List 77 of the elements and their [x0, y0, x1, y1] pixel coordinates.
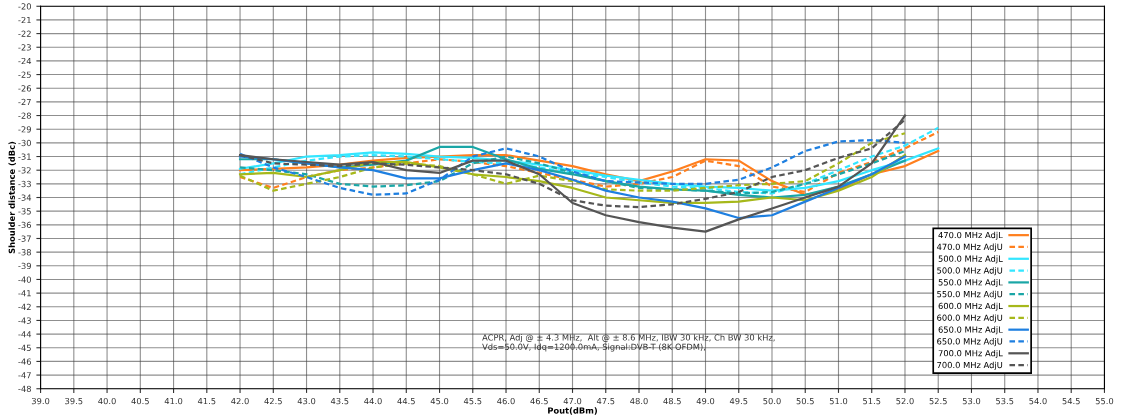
legend-label: 470.0 MHz AdjL: [938, 231, 1003, 240]
y-tick-label: -32: [18, 167, 31, 174]
y-tick-label: -47: [18, 372, 31, 379]
x-tick-label: 43.0: [297, 397, 316, 405]
x-tick-label: 39.5: [65, 397, 83, 405]
x-tick-label: 54.5: [1062, 398, 1080, 405]
x-tick-label: 50.0: [763, 397, 781, 405]
x-tick-label: 48.5: [663, 397, 681, 405]
legend-label: 550.0 MHz AdjL: [938, 279, 1003, 288]
legend-label: 650.0 MHz AdjU: [937, 338, 1003, 347]
legend-label: 700.0 MHz AdjL: [938, 349, 1003, 358]
x-tick-label: 41.5: [197, 398, 216, 405]
legend-label: 600.0 MHz AdjU: [937, 314, 1003, 323]
y-tick-label: -37: [18, 235, 31, 242]
x-axis-title: Pout(dBm): [548, 407, 597, 415]
y-tick-label: -30: [18, 139, 31, 147]
x-tick-label: 51.5: [863, 398, 881, 405]
y-tick-label: -41: [18, 290, 31, 297]
x-tick-label: 46.5: [530, 397, 548, 405]
legend-label: 550.0 MHz AdjU: [937, 290, 1003, 299]
y-tick-label: -42: [18, 303, 31, 310]
legend-label: 700.0 MHz AdjU: [937, 361, 1003, 370]
y-tick-label: -45: [18, 344, 31, 352]
y-tick-label: -22: [18, 30, 31, 37]
annotation: ACPR, Adj @ ± 4.3 MHz, Alt @ ± 8.6 MHz, IBW 30 kHz, Ch BW 30 kHz, Vds=50.0V, Idq=1200.0mA, Signal:DVB-T (8K OFDM),: [482, 334, 775, 352]
legend-label: 600.0 MHz AdjL: [938, 302, 1003, 311]
legend-label: 650.0 MHz AdjL: [938, 326, 1003, 335]
x-tick-label: 51.0: [829, 397, 848, 405]
y-tick-label: -31: [18, 153, 31, 160]
y-tick-label: -25: [18, 71, 31, 78]
x-tick-label: 50.5: [796, 397, 814, 405]
x-tick-label: 55.0: [1095, 397, 1114, 405]
x-tick-label: 52.5: [929, 397, 947, 405]
y-tick-label: -38: [18, 249, 31, 256]
x-tick-label: 44.0: [364, 397, 382, 405]
y-tick-label: -26: [18, 85, 32, 92]
y-tick-label: -28: [18, 112, 31, 119]
x-tick-label: 39.0: [31, 397, 50, 405]
y-tick-label: -34: [18, 194, 32, 201]
x-tick-label: 48.0: [630, 397, 648, 405]
legend-label: 500.0 MHz AdjU: [937, 267, 1003, 276]
x-tick-label: 49.5: [729, 397, 748, 405]
y-tick-label: -21: [18, 16, 31, 24]
legend-label: 470.0 MHz AdjU: [936, 243, 1003, 252]
x-tick-label: 53.0: [962, 397, 981, 405]
y-tick-label: -36: [18, 221, 32, 229]
x-tick-label: 40.5: [131, 397, 149, 405]
x-tick-label: 42.0: [231, 397, 249, 405]
x-tick-label: 45.0: [430, 397, 449, 405]
y-tick-label: -23: [18, 44, 31, 51]
x-tick-label: 43.5: [330, 397, 349, 405]
y-tick-label: -20: [18, 3, 31, 10]
x-tick-label: 47.0: [563, 397, 582, 405]
y-tick-label: -46: [18, 358, 32, 365]
y-tick-label: -39: [18, 262, 31, 270]
x-tick-label: 53.5: [996, 397, 1014, 405]
y-tick-label: -43: [18, 317, 31, 324]
y-axis-title: Shoulder distance (dBc): [8, 141, 16, 254]
x-tick-label: 45.5: [463, 398, 482, 405]
y-tick-label: -33: [18, 180, 31, 188]
x-tick-label: 52.0: [896, 397, 914, 405]
x-tick-label: 41.0: [164, 397, 183, 405]
y-tick-label: -29: [18, 126, 31, 133]
x-tick-label: 49.0: [696, 397, 715, 405]
x-tick-label: 54.0: [1029, 397, 1047, 405]
y-tick-label: -35: [18, 208, 31, 215]
x-tick-label: 42.5: [264, 397, 282, 405]
x-tick-label: 40.0: [98, 397, 116, 405]
y-tick-label: -27: [18, 98, 31, 106]
y-tick-label: -24: [18, 57, 32, 65]
y-tick-label: -40: [18, 276, 31, 283]
y-tick-label: -44: [18, 331, 32, 338]
x-tick-label: 47.5: [596, 398, 615, 405]
legend-label: 500.0 MHz AdjL: [938, 255, 1003, 264]
x-tick-label: 44.5: [397, 398, 415, 405]
y-tick-label: -48: [18, 385, 31, 393]
x-tick-label: 46.0: [497, 397, 515, 405]
